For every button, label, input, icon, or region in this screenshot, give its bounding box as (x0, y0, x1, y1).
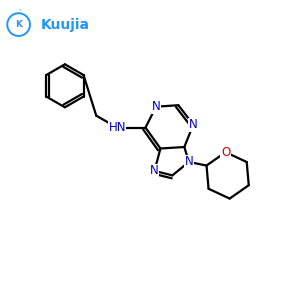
Text: N: N (150, 164, 159, 177)
Text: O: O (221, 146, 230, 159)
Text: N: N (189, 118, 198, 131)
Text: N: N (184, 155, 193, 168)
Text: K: K (15, 20, 22, 29)
Text: N: N (152, 100, 160, 113)
Text: HN: HN (108, 121, 126, 134)
Text: Kuujia: Kuujia (40, 18, 89, 32)
Text: °: ° (18, 10, 21, 14)
